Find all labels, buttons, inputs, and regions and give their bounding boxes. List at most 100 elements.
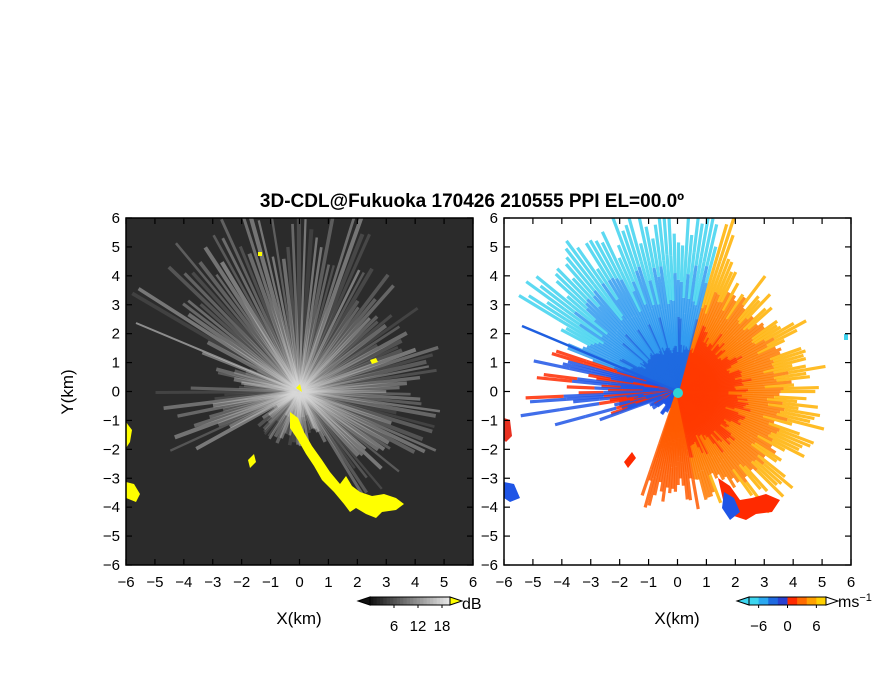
velocity-beam <box>669 255 675 301</box>
velocity-beam <box>596 377 617 384</box>
intensity-colorbar-segment <box>416 597 421 605</box>
x-tick-label: 0 <box>673 574 681 591</box>
intensity-beam <box>284 391 302 435</box>
intensity-beam <box>247 253 302 393</box>
velocity-beam <box>653 468 662 496</box>
velocity-colorbar-min-arrow <box>735 596 750 606</box>
intensity-beam <box>203 246 302 393</box>
velocity-beam <box>637 266 654 309</box>
intensity-beam <box>297 390 309 416</box>
velocity-beam <box>734 338 766 359</box>
velocity-beam <box>745 403 781 414</box>
velocity-beam <box>627 260 647 305</box>
intensity-beam <box>299 390 422 406</box>
velocity-beam <box>719 294 737 321</box>
intensity-highlight-cluster <box>290 412 404 518</box>
velocity-beam <box>566 385 595 390</box>
velocity-beam <box>566 295 596 322</box>
velocity-beam <box>658 442 668 470</box>
velocity-beam <box>525 394 564 400</box>
velocity-colorbar-tick-label: −6 <box>750 618 767 635</box>
velocity-beam <box>737 398 769 406</box>
intensity-beam <box>299 386 400 394</box>
velocity-beam <box>773 371 807 380</box>
velocity-beam <box>647 260 660 305</box>
velocity-beam <box>710 433 731 457</box>
x-tick-label: 0 <box>295 574 303 591</box>
intensity-colorbar-segment <box>390 597 394 605</box>
intensity-beam <box>298 273 390 393</box>
velocity-beam <box>686 252 696 300</box>
velocity-beam <box>704 438 722 465</box>
velocity-beam <box>699 470 711 498</box>
velocity-beam <box>782 401 819 409</box>
velocity-beam <box>732 448 754 471</box>
velocity-beam <box>741 275 767 306</box>
x-tick-label: −6 <box>495 574 512 591</box>
velocity-beam <box>728 341 756 361</box>
velocity-beam <box>617 257 636 292</box>
y-tick-label: 2 <box>490 326 498 343</box>
y-tick-label: −6 <box>481 557 498 574</box>
velocity-beam <box>691 457 700 480</box>
velocity-beam <box>694 223 704 266</box>
velocity-beam <box>702 218 715 263</box>
velocity-beam <box>585 302 618 334</box>
velocity-beam <box>586 345 611 360</box>
velocity-beam <box>732 315 754 337</box>
velocity-beam <box>750 436 777 455</box>
velocity-beam <box>644 226 656 269</box>
velocity-beam <box>722 317 749 345</box>
velocity-center-marker <box>673 388 683 398</box>
velocity-beam <box>686 234 694 275</box>
velocity-beam <box>728 357 756 372</box>
velocity-beam <box>637 218 651 262</box>
velocity-colorbar-tick-label: 0 <box>783 618 791 635</box>
intensity-beam <box>298 264 335 392</box>
velocity-beam <box>734 370 764 381</box>
velocity-beam <box>554 414 587 427</box>
intensity-beams <box>131 218 441 506</box>
velocity-beam <box>705 301 723 333</box>
velocity-beam <box>764 383 795 389</box>
intensity-colorbar-segment <box>413 597 418 605</box>
x-tick-label: 6 <box>847 574 855 591</box>
velocity-beam <box>743 378 777 386</box>
velocity-beam <box>656 401 664 408</box>
y-tick-label: 0 <box>490 384 498 401</box>
velocity-x-ticks: −6 −5 −4 −3 −2 −1 0 1 2 3 4 5 6 <box>495 218 855 591</box>
intensity-colorbar-segment <box>396 597 401 605</box>
velocity-beam <box>570 303 608 336</box>
velocity-beam <box>751 319 779 341</box>
velocity-beam <box>712 223 729 267</box>
velocity-beam <box>739 417 772 435</box>
velocity-beam <box>783 385 819 391</box>
intensity-beam <box>297 229 314 392</box>
intensity-beam <box>298 391 310 445</box>
velocity-beam <box>734 382 764 389</box>
velocity-beam <box>594 386 623 391</box>
intensity-beam <box>298 390 368 479</box>
x-tick-label: 5 <box>440 574 448 591</box>
velocity-beam <box>702 466 715 493</box>
velocity-beam <box>619 271 642 313</box>
velocity-beam <box>723 327 750 351</box>
velocity-beam <box>577 377 611 385</box>
intensity-beam <box>297 390 315 430</box>
intensity-beam <box>286 246 302 392</box>
velocity-beam <box>573 397 600 404</box>
y-tick-label: 0 <box>112 384 120 401</box>
velocity-beam <box>681 250 688 298</box>
velocity-beam <box>719 271 738 303</box>
velocity-beam <box>665 254 673 301</box>
velocity-beam <box>588 239 614 279</box>
velocity-beam <box>737 411 770 425</box>
intensity-beam <box>271 256 301 392</box>
intensity-beam <box>298 323 388 394</box>
velocity-beam <box>704 318 722 345</box>
velocity-beam <box>592 294 623 329</box>
velocity-beam <box>747 431 773 449</box>
velocity-beam <box>788 364 826 375</box>
velocity-beam <box>573 311 610 341</box>
intensity-beam <box>298 306 360 393</box>
